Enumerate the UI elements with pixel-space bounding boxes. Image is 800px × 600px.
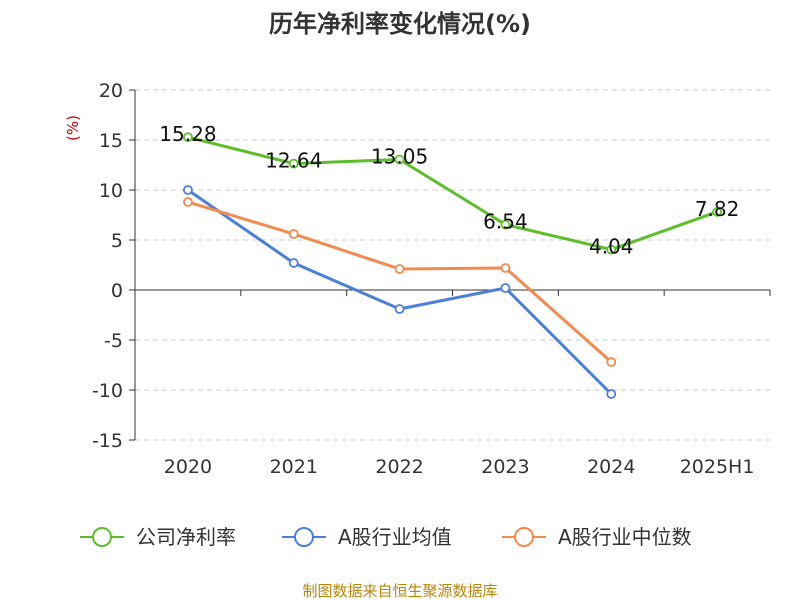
legend-marker-1	[294, 527, 314, 547]
data-label: 4.04	[589, 235, 634, 259]
legend: 公司净利率 A股行业均值 A股行业中位数	[80, 525, 692, 549]
x-tick-label: 2023	[481, 456, 529, 478]
legend-label-0: 公司净利率	[136, 525, 236, 549]
y-tick-label: -10	[92, 380, 123, 402]
data-label: 6.54	[483, 210, 528, 234]
y-tick-label: 5	[111, 230, 123, 252]
data-point	[606, 244, 617, 255]
grid-lines	[135, 89, 770, 441]
data-label: 7.82	[695, 197, 740, 221]
y-tick-label: 10	[99, 180, 123, 202]
data-labels: 15.28 12.64 13.05 6.54 4.04 7.82	[159, 122, 739, 258]
legend-marker-0	[92, 527, 112, 547]
data-label: 12.64	[265, 149, 322, 173]
y-tick-label: 0	[111, 280, 123, 302]
data-point	[500, 263, 511, 273]
series-lines	[183, 132, 722, 399]
x-tick-label: 2024	[587, 456, 635, 478]
data-point	[500, 219, 511, 230]
data-point	[394, 154, 405, 165]
y-tick-label: -5	[104, 330, 123, 352]
legend-marker-2	[514, 527, 534, 547]
data-point	[288, 258, 299, 268]
data-point	[606, 357, 617, 367]
data-point	[394, 304, 405, 314]
data-point	[288, 158, 299, 169]
legend-label-1: A股行业均值	[338, 525, 452, 549]
data-point	[500, 283, 511, 293]
y-tick-label: 15	[99, 130, 123, 152]
series-line-2	[187, 200, 613, 364]
x-tick-label: 2020	[164, 456, 212, 478]
legend-label-2: A股行业中位数	[558, 525, 692, 549]
y-tick-label: -15	[92, 430, 123, 452]
series-line-0	[187, 135, 718, 252]
axes: 20 15 10 5 0 -5 -10 -15 2020 2021 2022 2023 2024 2025…	[92, 80, 771, 478]
data-point	[183, 197, 193, 207]
x-tick-label: 2025H1	[680, 456, 755, 478]
data-label: 15.28	[159, 122, 216, 146]
data-point	[183, 132, 193, 143]
x-tick-label: 2021	[270, 456, 318, 478]
data-point	[606, 389, 617, 399]
data-label: 13.05	[371, 145, 428, 169]
data-point	[712, 206, 722, 217]
data-point	[394, 264, 405, 274]
data-point	[288, 229, 299, 239]
y-axis-label: (%)	[64, 115, 82, 141]
x-tick-label: 2022	[375, 456, 423, 478]
source-note: 制图数据来自恒生聚源数据库	[302, 582, 497, 600]
chart-title: 历年净利率变化情况(%)	[269, 10, 531, 38]
y-tick-label: 20	[99, 80, 123, 102]
data-point	[183, 185, 193, 195]
